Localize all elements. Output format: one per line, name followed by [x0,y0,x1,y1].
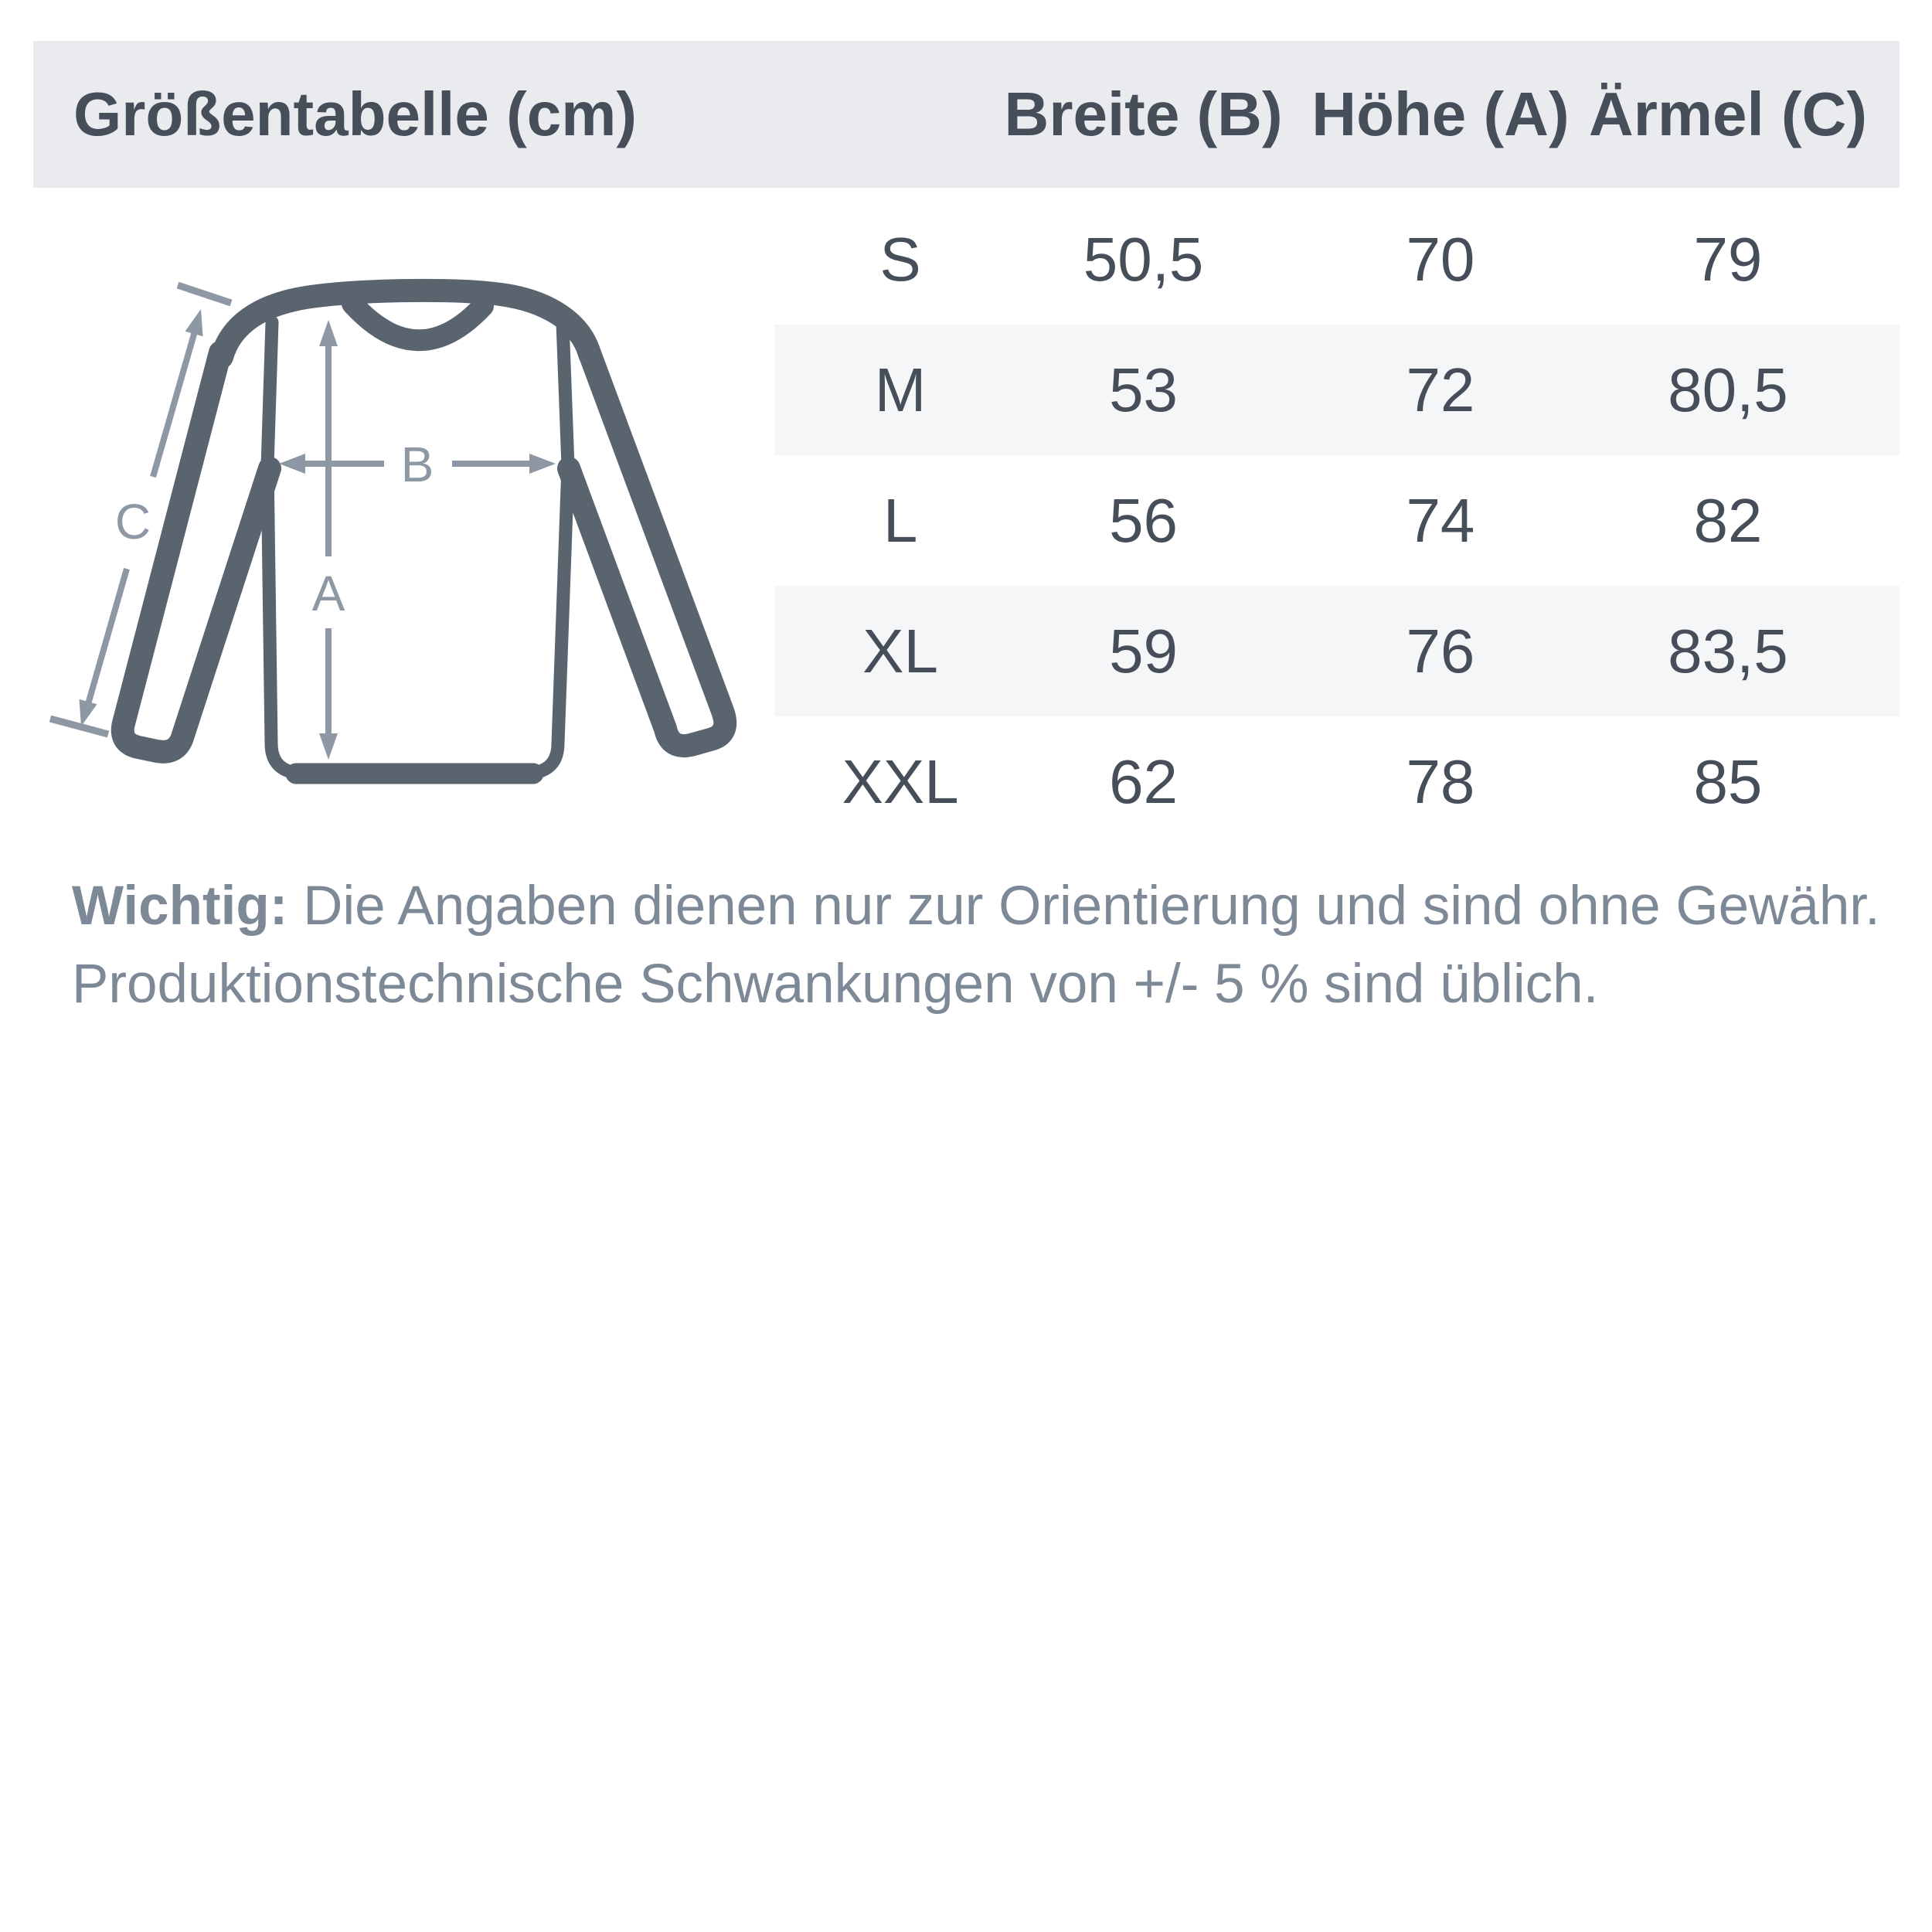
garment-left-sleeve [111,341,281,764]
spacer-cell [1835,586,1900,716]
aermel-cell: 82 [1693,485,1763,555]
garment-body [260,315,575,781]
garment-diagram: A B C [35,278,769,889]
col-header-size-spacer [774,41,1026,188]
spacer-cell [1835,325,1900,455]
breite-cell: 59 [1109,616,1179,685]
size-row-m: M 53 72 80,5 [774,325,1900,455]
spacer-cell [1835,194,1900,325]
breite-cell: 62 [1109,747,1179,816]
breite-cell: 53 [1109,355,1179,424]
breite-cell: 50,5 [1083,224,1204,294]
size-cell: L [883,485,918,555]
breite-cell: 56 [1109,485,1179,555]
aermel-cell: 80,5 [1668,355,1788,424]
size-row-xxl: XXL 62 78 85 [774,716,1900,847]
col-header-hoehe: Höhe (A) [1311,80,1570,148]
height-label: A [312,566,345,621]
hoehe-cell: 74 [1406,485,1475,555]
sleeve-arrow-bottom-tick [49,715,110,738]
height-arrow [319,320,338,760]
sleeve-label: C [115,494,151,549]
size-cell: S [879,224,921,294]
disclaimer-line-1: Wichtig: Die Angaben dienen nur zur Orie… [72,867,1903,945]
size-row-s: S 50,5 70 79 [774,194,1900,325]
size-cell: XXL [842,747,959,816]
page-title: Größentabelle (cm) [73,80,638,148]
aermel-cell: 79 [1693,224,1763,294]
disclaimer-text: Die Angaben dienen nur zur Orientierung … [303,876,1880,937]
sleeve-arrow [49,281,233,738]
garment-collar [342,293,494,352]
garment-top-edge [210,278,601,369]
size-row-xl: XL 59 76 83,5 [774,586,1900,716]
size-cell: M [874,355,927,424]
spacer-cell [1835,716,1900,847]
size-row-l: L 56 74 82 [774,455,1900,586]
garment-right-sleeve [557,338,737,757]
hoehe-cell: 78 [1406,747,1475,816]
aermel-cell: 85 [1693,747,1763,816]
disclaimer-lead: Wichtig: [72,876,288,937]
size-chart-header: Größentabelle (cm) Breite (B) Höhe (A) Ä… [33,41,1900,188]
hoehe-cell: 70 [1406,224,1475,294]
sleeve-arrow-top-tick [176,281,233,307]
hoehe-cell: 76 [1406,616,1475,685]
hoehe-cell: 72 [1406,355,1475,424]
size-table: S 50,5 70 79 M 53 72 80,5 L 56 74 82 XL … [774,194,1900,847]
col-header-aermel: Ärmel (C) [1588,80,1867,148]
column-headers: Breite (B) Höhe (A) Ärmel (C) [774,41,1900,188]
aermel-cell: 83,5 [1668,616,1788,685]
width-label: B [401,437,434,492]
size-cell: XL [862,616,938,685]
col-header-right-spacer [1835,41,1900,188]
garment-diagram-svg: A B C [49,278,737,784]
col-header-breite: Breite (B) [1004,80,1283,148]
width-arrow [279,454,556,474]
disclaimer-line-2: Produktionstechnische Schwankungen von +… [72,954,1599,1015]
spacer-cell [1835,455,1900,586]
disclaimer-note: Wichtig: Die Angaben dienen nur zur Orie… [72,867,1903,1023]
